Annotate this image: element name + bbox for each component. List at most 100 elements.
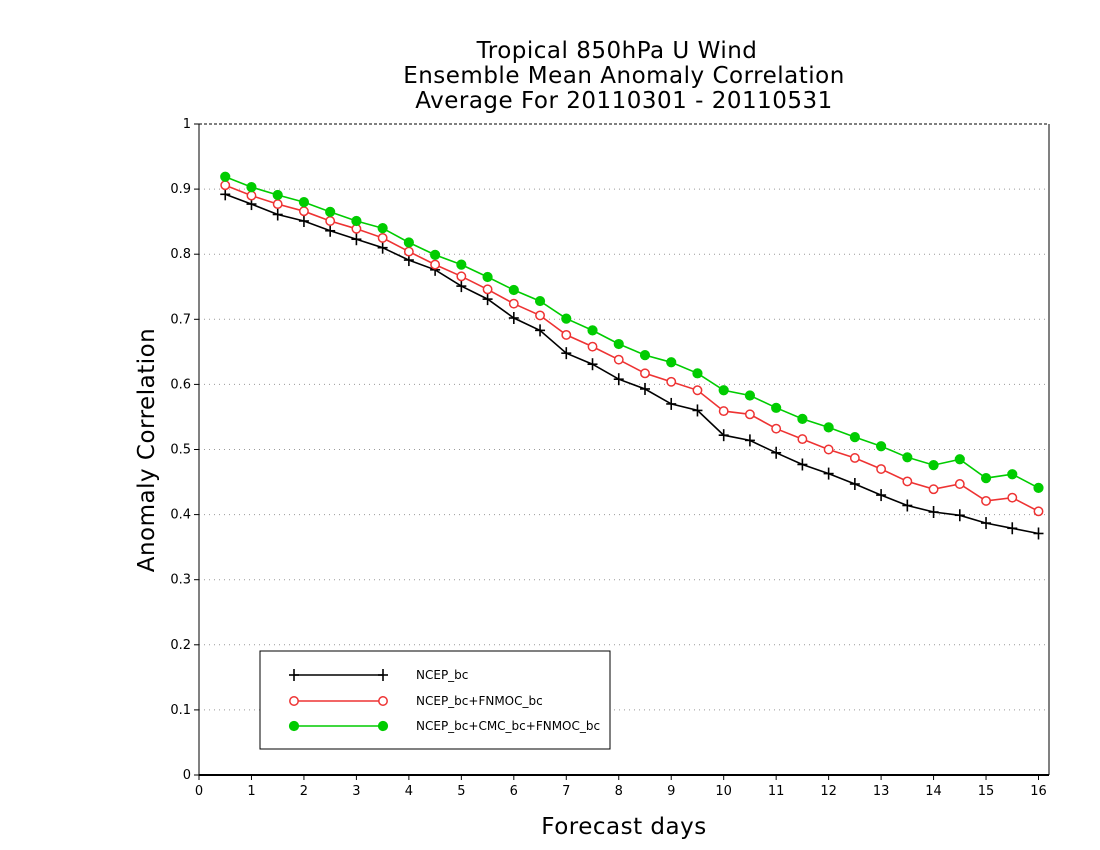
series-1-point-10 xyxy=(482,284,493,295)
series-2-point-2 xyxy=(272,189,283,201)
series-0-point-26 xyxy=(902,499,913,512)
y-tick-label-3: 0.3 xyxy=(170,573,191,588)
series-0-point-19 xyxy=(718,429,729,442)
series-2-point-27 xyxy=(928,460,939,471)
series-2-point-13 xyxy=(561,313,572,324)
x-tick-label-11: 11 xyxy=(768,784,785,799)
series-1-point-2 xyxy=(272,199,283,210)
x-tick-label-13: 13 xyxy=(873,784,890,799)
series-1-point-1 xyxy=(246,190,257,201)
series-1-point-20 xyxy=(744,409,755,420)
y-tick-label-9: 0.9 xyxy=(170,182,191,197)
legend-label-ncep: NCEP_bc xyxy=(416,668,468,682)
x-tick-label-5: 5 xyxy=(457,784,465,799)
series-0-point-23 xyxy=(823,467,834,480)
series-1-point-17 xyxy=(666,376,677,387)
series-1-point-29 xyxy=(981,495,991,506)
series-0-point-20 xyxy=(744,434,755,447)
series-0-point-10 xyxy=(482,293,493,306)
series-0-line xyxy=(224,193,1039,535)
x-axis-title: Forecast days xyxy=(541,814,706,840)
series-2-point-0 xyxy=(220,171,231,182)
series-1-point-12 xyxy=(535,310,545,321)
series-layer xyxy=(220,171,1044,540)
series-1 xyxy=(220,180,1044,517)
series-1-point-31 xyxy=(1033,506,1044,517)
series-2-point-12 xyxy=(534,295,546,307)
series-2-point-15 xyxy=(613,338,624,350)
series-1-line xyxy=(224,184,1039,513)
series-0-point-30 xyxy=(1007,522,1018,535)
series-1-point-23 xyxy=(823,444,834,455)
series-0-point-0 xyxy=(220,188,231,201)
series-1-point-8 xyxy=(430,259,441,270)
series-0-point-18 xyxy=(692,404,703,417)
series-0-point-6 xyxy=(377,241,388,254)
series-1-point-30 xyxy=(1007,492,1018,503)
series-1-point-25 xyxy=(876,464,887,474)
y-tick-label-1: 0.1 xyxy=(170,703,191,718)
y-tick-label-5: 0.5 xyxy=(170,443,191,458)
series-2-point-29 xyxy=(980,473,992,484)
x-tick-label-8: 8 xyxy=(615,784,623,799)
series-2-point-21 xyxy=(771,402,782,413)
series-0-point-11 xyxy=(508,311,519,324)
series-1-point-11 xyxy=(508,298,519,309)
chart-title-line-3: Average For 20110301 - 20110531 xyxy=(415,88,833,114)
series-1-point-7 xyxy=(403,246,414,257)
series-0-point-28 xyxy=(954,509,965,522)
legend-label-ncep-fnmoc: NCEP_bc+FNMOC_bc xyxy=(416,694,543,708)
series-1-point-22 xyxy=(797,434,808,445)
series-2-point-26 xyxy=(902,452,913,463)
series-1-point-9 xyxy=(456,271,467,282)
series-0-point-14 xyxy=(587,358,598,371)
series-2-point-6 xyxy=(377,223,388,234)
series-2-point-30 xyxy=(1007,469,1018,480)
legend-items xyxy=(288,669,389,732)
series-0 xyxy=(220,188,1044,540)
x-tick-label-6: 6 xyxy=(510,784,518,799)
series-2-point-24 xyxy=(849,432,860,443)
legend-marker-right-0 xyxy=(378,669,388,681)
chart-title-line-1: Tropical 850hPa U Wind xyxy=(476,38,758,64)
legend-marker-left-0 xyxy=(289,669,299,681)
series-2 xyxy=(220,171,1044,494)
series-0-point-16 xyxy=(639,382,650,395)
series-2-point-22 xyxy=(797,413,808,425)
series-2-point-16 xyxy=(639,350,651,361)
series-2-line xyxy=(224,175,1039,489)
series-1-point-19 xyxy=(718,406,729,417)
series-1-point-4 xyxy=(325,216,336,226)
grid-layer xyxy=(199,188,1049,711)
x-tick-label-2: 2 xyxy=(300,784,308,799)
series-2-point-23 xyxy=(823,422,834,433)
series-2-point-28 xyxy=(954,454,965,465)
legend: NCEP_bc NCEP_bc+FNMOC_bc NCEP_bc+CMC_bc+… xyxy=(259,650,611,750)
series-1-point-28 xyxy=(954,479,965,489)
series-2-point-8 xyxy=(430,249,441,260)
legend-label-ncep-cmc-fnmoc: NCEP_bc+CMC_bc+FNMOC_bc xyxy=(416,719,600,733)
x-tick-label-16: 16 xyxy=(1030,784,1047,799)
series-1-point-18 xyxy=(692,385,703,396)
y-tick-label-8: 0.8 xyxy=(170,247,191,262)
series-1-point-14 xyxy=(587,341,598,352)
series-2-point-5 xyxy=(351,215,362,227)
series-2-point-9 xyxy=(456,259,467,270)
series-2-point-19 xyxy=(718,385,729,396)
series-1-point-3 xyxy=(298,206,309,217)
series-0-point-24 xyxy=(849,478,860,491)
x-tick-label-14: 14 xyxy=(925,784,942,799)
series-1-point-16 xyxy=(640,368,650,379)
x-tick-label-15: 15 xyxy=(978,784,995,799)
series-2-point-7 xyxy=(403,237,414,248)
series-2-point-11 xyxy=(508,284,519,296)
series-2-point-31 xyxy=(1033,482,1044,494)
series-2-point-4 xyxy=(325,206,336,217)
legend-marker-right-1 xyxy=(378,696,388,706)
series-0-point-9 xyxy=(456,280,467,293)
series-1-point-27 xyxy=(928,484,939,495)
series-0-point-29 xyxy=(981,517,992,530)
x-tick-label-3: 3 xyxy=(352,784,360,799)
legend-marker-left-1 xyxy=(289,696,299,706)
